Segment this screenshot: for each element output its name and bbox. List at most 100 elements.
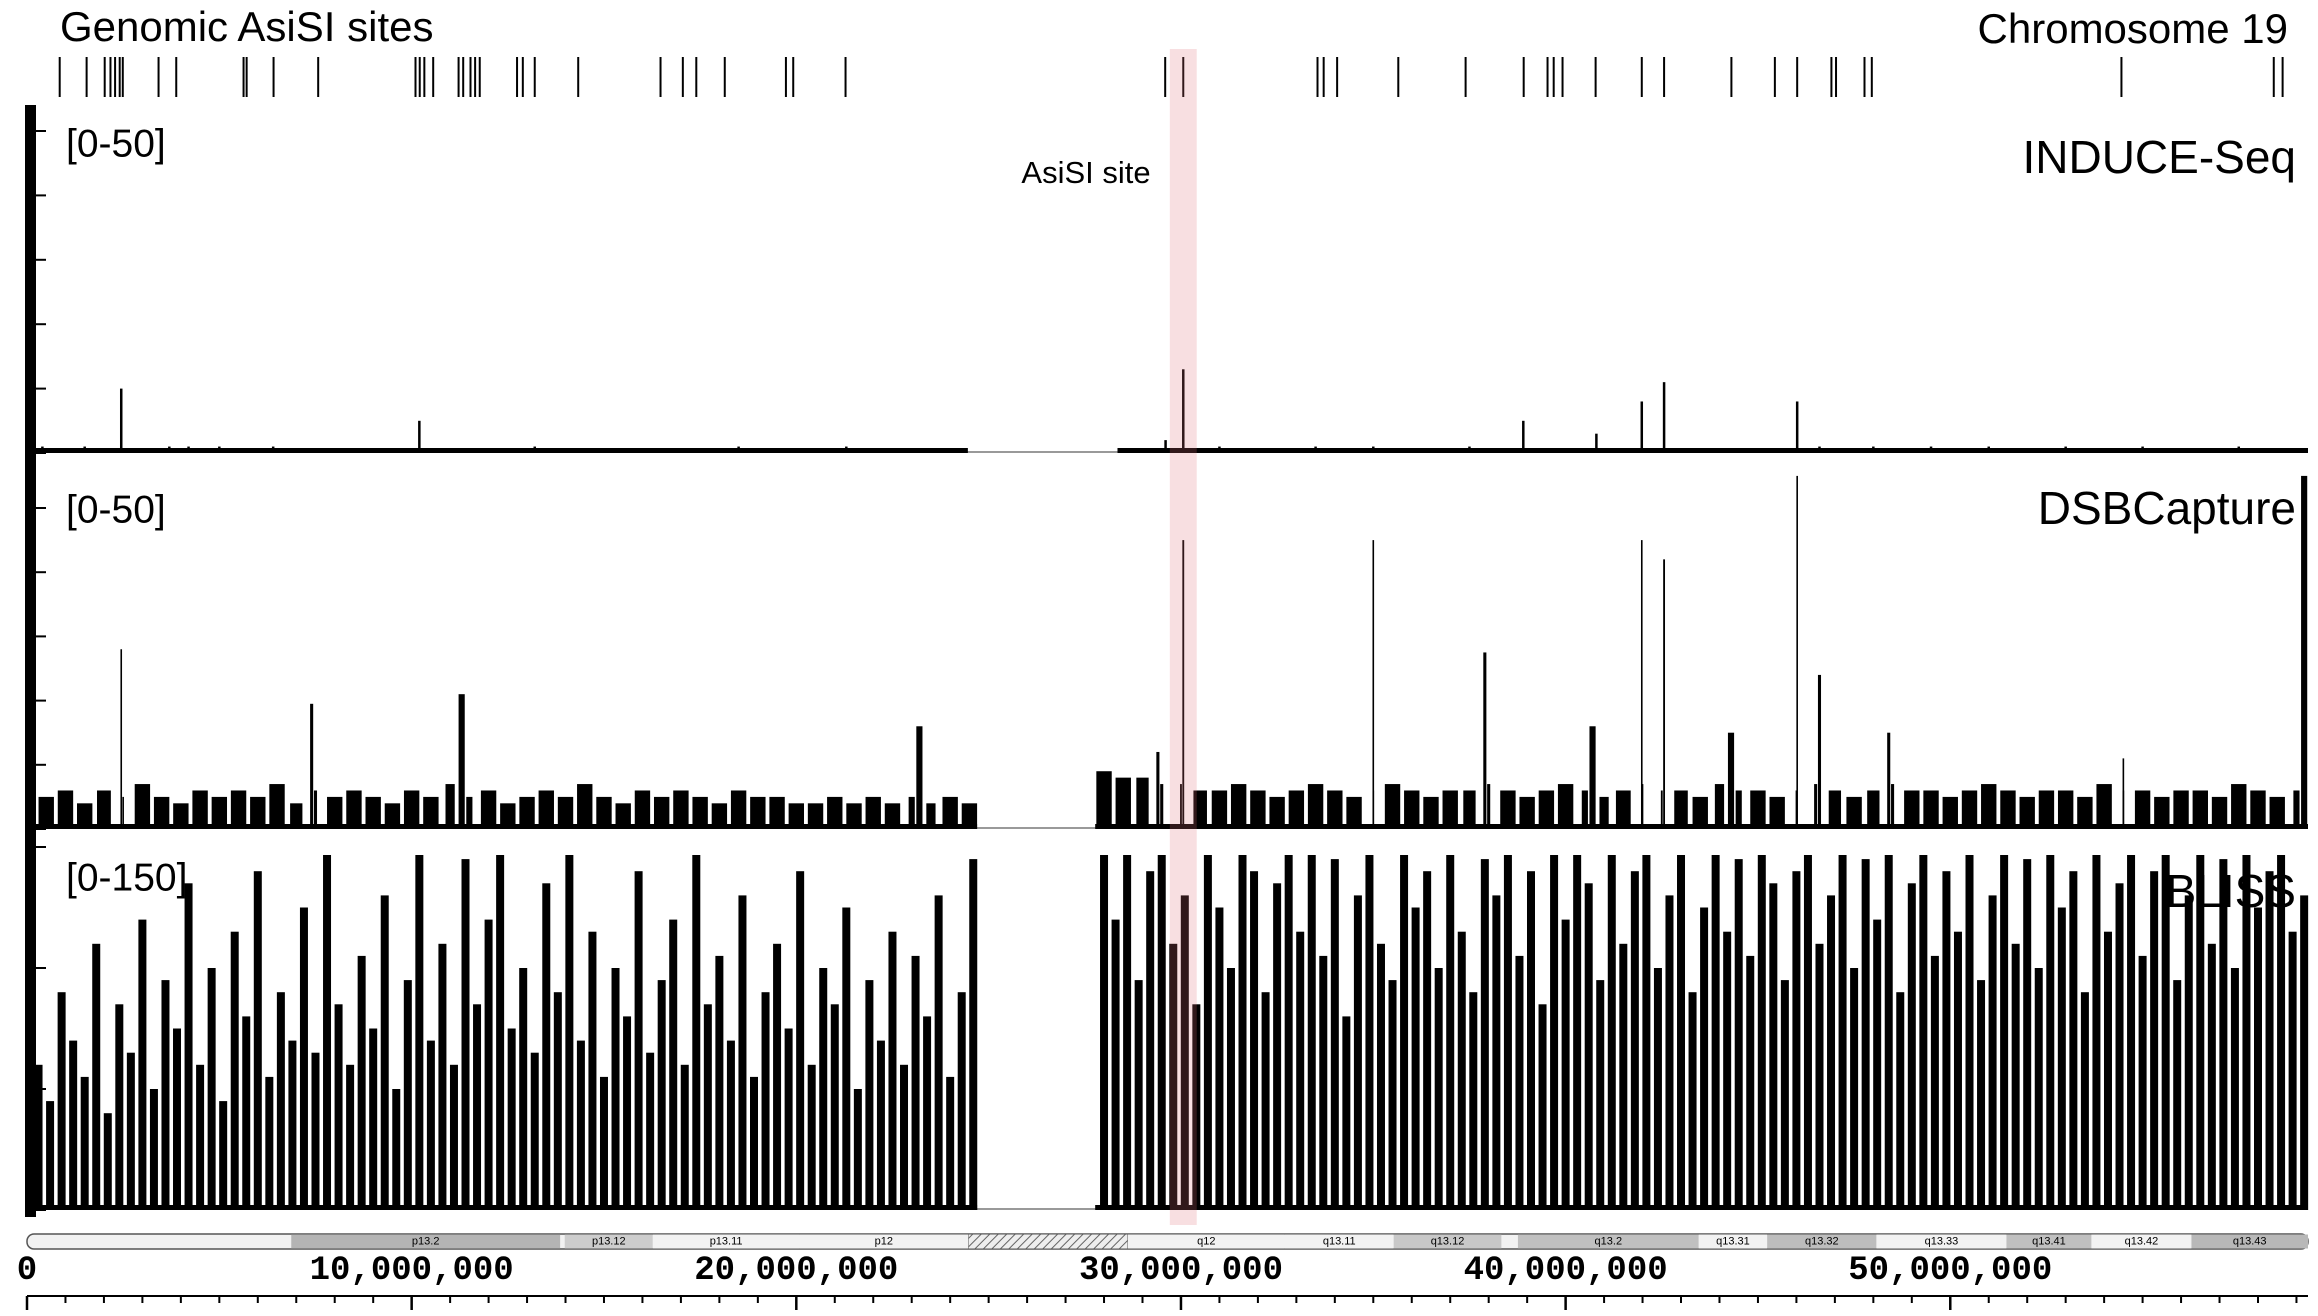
- cytoband-label: p13.11: [710, 1235, 743, 1247]
- signal-bar: [1469, 992, 1478, 1210]
- signal-bar: [288, 1040, 297, 1210]
- signal-bar: [173, 803, 189, 829]
- cytoband-label: q13.2: [1595, 1235, 1623, 1247]
- signal-bar: [1492, 895, 1501, 1210]
- signal-bar: [1677, 855, 1686, 1210]
- signal-bar: [384, 803, 401, 829]
- signal-bar: [1861, 859, 1870, 1210]
- signal-bar: [1215, 907, 1224, 1210]
- signal-bar: [1500, 790, 1516, 829]
- signal-bar: [2000, 855, 2009, 1210]
- signal-bar: [1907, 883, 1916, 1210]
- signal-bar: [192, 790, 208, 829]
- signal-bar: [2115, 883, 2124, 1210]
- signal-bar: [271, 446, 275, 453]
- signal-bar: [2250, 790, 2266, 829]
- signal-bar: [484, 919, 493, 1210]
- cytoband: [291, 1234, 561, 1249]
- signal-bar: [533, 446, 536, 453]
- cytoband: [2006, 1234, 2092, 1249]
- signal-bar: [884, 803, 901, 829]
- signal-bar: [1965, 855, 1974, 1210]
- signal-bar: [1307, 784, 1324, 829]
- signal-bar: [1750, 790, 1766, 829]
- covered-segment: [27, 448, 968, 453]
- sites-title: Genomic AsiSI sites: [60, 3, 433, 50]
- cytoband: [1876, 1234, 2007, 1249]
- signal-bar: [38, 796, 54, 829]
- signal-bar: [830, 1004, 839, 1210]
- signal-bar: [1146, 871, 1155, 1210]
- cytoband-label: p12: [875, 1235, 893, 1247]
- signal-bar: [1463, 790, 1476, 829]
- signal-bar: [2057, 907, 2066, 1210]
- signal-bar: [923, 1016, 932, 1210]
- x-tick-label: 20,000,000: [694, 1252, 898, 1290]
- signal-bar: [1692, 796, 1708, 829]
- signal-bar: [2161, 855, 2170, 1210]
- signal-bar: [496, 855, 505, 1210]
- signal-bar: [538, 790, 554, 829]
- signal-bar: [673, 790, 689, 829]
- signal-bar: [2230, 968, 2239, 1210]
- signal-bar: [1923, 790, 1939, 829]
- signal-bar: [2038, 790, 2055, 829]
- signal-bar: [57, 790, 74, 829]
- signal-bar: [1663, 559, 1666, 829]
- signal-bar: [530, 1052, 539, 1210]
- signal-bar: [692, 796, 708, 829]
- signal-bar: [1273, 883, 1282, 1210]
- cytoband: [652, 1234, 800, 1249]
- signal-bar: [1526, 871, 1535, 1210]
- signal-bar: [1929, 446, 1933, 453]
- signal-bar: [692, 855, 701, 1210]
- signal-bar: [1288, 790, 1305, 829]
- signal-bar: [1846, 796, 1862, 829]
- signal-bar: [1884, 855, 1893, 1210]
- covered-segment: [1117, 448, 2308, 453]
- signal-bar: [1550, 855, 1559, 1210]
- signal-bar: [1353, 895, 1362, 1210]
- signal-bar: [1250, 871, 1259, 1210]
- range-label: [0-50]: [66, 122, 166, 165]
- signal-bar: [473, 1004, 482, 1210]
- signal-bar: [653, 796, 670, 829]
- signal-bar: [1887, 732, 1891, 829]
- signal-bar: [480, 790, 497, 829]
- signal-bar: [853, 1089, 862, 1210]
- x-tick-label: 10,000,000: [310, 1252, 514, 1290]
- signal-bar: [827, 796, 843, 829]
- signal-bar: [196, 1064, 205, 1210]
- cytoband-label: q13.33: [1925, 1235, 1959, 1247]
- signal-bar: [1780, 980, 1789, 1210]
- signal-bar: [1160, 784, 1164, 829]
- signal-bar: [1134, 980, 1143, 1210]
- signal-bar: [207, 968, 216, 1210]
- signal-bar: [1218, 446, 1221, 453]
- signal-bar: [842, 907, 851, 1210]
- signal-bar: [1538, 1004, 1547, 1210]
- signal-bar: [168, 446, 171, 453]
- signal-bar: [737, 446, 740, 453]
- signal-bar: [611, 968, 620, 1210]
- signal-bar: [1111, 919, 1120, 1210]
- signal-bar: [461, 859, 470, 1210]
- signal-bar: [138, 919, 147, 1210]
- cytoband: [2191, 1234, 2308, 1249]
- signal-bar: [576, 1040, 585, 1210]
- signal-bar: [1182, 369, 1185, 453]
- signal-bar: [2064, 446, 2067, 453]
- signal-bar: [57, 992, 66, 1210]
- signal-bar: [1714, 784, 1725, 829]
- signal-bar: [507, 1028, 516, 1210]
- signal-bar: [1211, 790, 1228, 829]
- track: [27, 475, 2308, 829]
- signal-bar: [711, 803, 728, 829]
- signal-bar: [1581, 790, 1588, 829]
- signal-bar: [1814, 784, 1818, 829]
- signal-bar: [242, 1016, 251, 1210]
- signal-bar: [726, 1040, 735, 1210]
- signal-bar: [796, 871, 805, 1210]
